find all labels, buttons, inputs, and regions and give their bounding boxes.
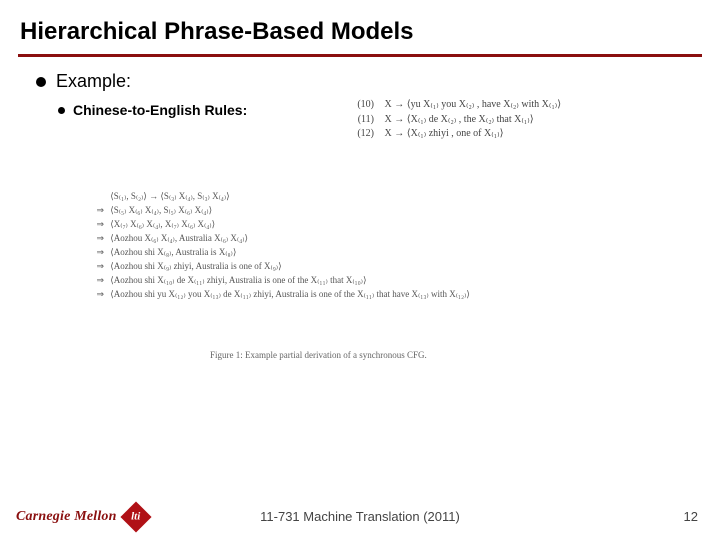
footer: Carnegie Mellon lti 11-731 Machine Trans… bbox=[0, 498, 720, 528]
arrow-icon: ⇒ bbox=[80, 204, 104, 218]
rule-line: (10) X → ⟨yu X₍₁₎ you X₍₂₎ , have X₍₂₎ w… bbox=[340, 98, 561, 113]
rule-line: (12) X → ⟨X₍₁₎ zhiyi , one of X₍₁₎⟩ bbox=[340, 127, 561, 142]
logo-block: Carnegie Mellon lti bbox=[16, 506, 147, 528]
figure-caption: Figure 1: Example partial derivation of … bbox=[210, 350, 427, 360]
grammar-rules-block: (10) X → ⟨yu X₍₁₎ you X₍₂₎ , have X₍₂₎ w… bbox=[340, 98, 561, 142]
arrow-icon: ⇒ bbox=[80, 274, 104, 288]
derivation-body: ⟨Aozhou shi yu X₍₁₂₎ you X₍₁₃₎ de X₍₁₁₎ … bbox=[110, 289, 470, 299]
rule-number: (10) bbox=[340, 98, 374, 113]
bullet-icon bbox=[36, 77, 46, 87]
derivation-body: ⟨Aozhou shi X₍₉₎ zhiyi, Australia is one… bbox=[110, 261, 281, 271]
derivation-line: ⇒ ⟨Aozhou X₍₆₎ X₍₄₎, Australia X₍₆₎ X₍₄₎… bbox=[80, 232, 470, 246]
rule-number: (12) bbox=[340, 127, 374, 142]
rules-label: Chinese-to-English Rules: bbox=[73, 102, 247, 118]
rule-line: (11) X → ⟨X₍₁₎ de X₍₂₎ , the X₍₂₎ that X… bbox=[340, 113, 561, 128]
derivation-line: ⟨S₍₁₎, S₍₂₎⟩ → ⟨S₍₃₎ X₍₄₎, S₍₃₎ X₍₄₎⟩ bbox=[80, 190, 470, 204]
derivation-line: ⇒ ⟨Aozhou shi X₍₈₎, Australia is X₍₈₎⟩ bbox=[80, 246, 470, 260]
derivation-body: ⟨S₍₅₎ X₍₆₎ X₍₄₎, S₍₅₎ X₍₆₎ X₍₄₎⟩ bbox=[110, 205, 212, 215]
arrow-icon: ⇒ bbox=[80, 288, 104, 302]
example-label: Example: bbox=[56, 71, 131, 92]
arrow-icon: ⇒ bbox=[80, 260, 104, 274]
footer-course: 11-731 Machine Translation (2011) bbox=[260, 509, 460, 524]
derivation-line: ⇒ ⟨S₍₅₎ X₍₆₎ X₍₄₎, S₍₅₎ X₍₆₎ X₍₄₎⟩ bbox=[80, 204, 470, 218]
lti-logo-text: lti bbox=[131, 511, 140, 523]
derivation-line: ⇒ ⟨Aozhou shi X₍₉₎ zhiyi, Australia is o… bbox=[80, 260, 470, 274]
rule-body: X → ⟨X₍₁₎ zhiyi , one of X₍₁₎⟩ bbox=[385, 128, 504, 139]
page-number: 12 bbox=[684, 509, 698, 524]
derivation-block: ⟨S₍₁₎, S₍₂₎⟩ → ⟨S₍₃₎ X₍₄₎, S₍₃₎ X₍₄₎⟩ ⇒ … bbox=[80, 190, 470, 302]
arrow-icon: ⇒ bbox=[80, 218, 104, 232]
bullet-example: Example: bbox=[36, 71, 720, 92]
derivation-body: ⟨S₍₁₎, S₍₂₎⟩ → ⟨S₍₃₎ X₍₄₎, S₍₃₎ X₍₄₎⟩ bbox=[110, 191, 229, 201]
cmu-wordmark: Carnegie Mellon bbox=[16, 509, 117, 525]
bullet-icon bbox=[58, 107, 65, 114]
derivation-line: ⇒ ⟨Aozhou shi yu X₍₁₂₎ you X₍₁₃₎ de X₍₁₁… bbox=[80, 288, 470, 302]
derivation-line: ⇒ ⟨Aozhou shi X₍₁₀₎ de X₍₁₁₎ zhiyi, Aust… bbox=[80, 274, 470, 288]
lti-logo-icon: lti bbox=[120, 501, 151, 532]
arrow-icon: ⇒ bbox=[80, 232, 104, 246]
arrow-icon: ⇒ bbox=[80, 246, 104, 260]
slide: Hierarchical Phrase-Based Models Example… bbox=[0, 0, 720, 540]
derivation-body: ⟨Aozhou X₍₆₎ X₍₄₎, Australia X₍₆₎ X₍₄₎⟩ bbox=[110, 233, 248, 243]
derivation-line: ⇒ ⟨X₍₇₎ X₍₆₎ X₍₄₎, X₍₇₎ X₍₆₎ X₍₄₎⟩ bbox=[80, 218, 470, 232]
derivation-body: ⟨Aozhou shi X₍₁₀₎ de X₍₁₁₎ zhiyi, Austra… bbox=[110, 275, 366, 285]
slide-title: Hierarchical Phrase-Based Models bbox=[0, 0, 720, 54]
rule-body: X → ⟨yu X₍₁₎ you X₍₂₎ , have X₍₂₎ with X… bbox=[385, 99, 562, 110]
rule-body: X → ⟨X₍₁₎ de X₍₂₎ , the X₍₂₎ that X₍₁₎⟩ bbox=[385, 114, 534, 125]
derivation-body: ⟨X₍₇₎ X₍₆₎ X₍₄₎, X₍₇₎ X₍₆₎ X₍₄₎⟩ bbox=[110, 219, 215, 229]
rule-number: (11) bbox=[340, 113, 374, 128]
derivation-body: ⟨Aozhou shi X₍₈₎, Australia is X₍₈₎⟩ bbox=[110, 247, 236, 257]
